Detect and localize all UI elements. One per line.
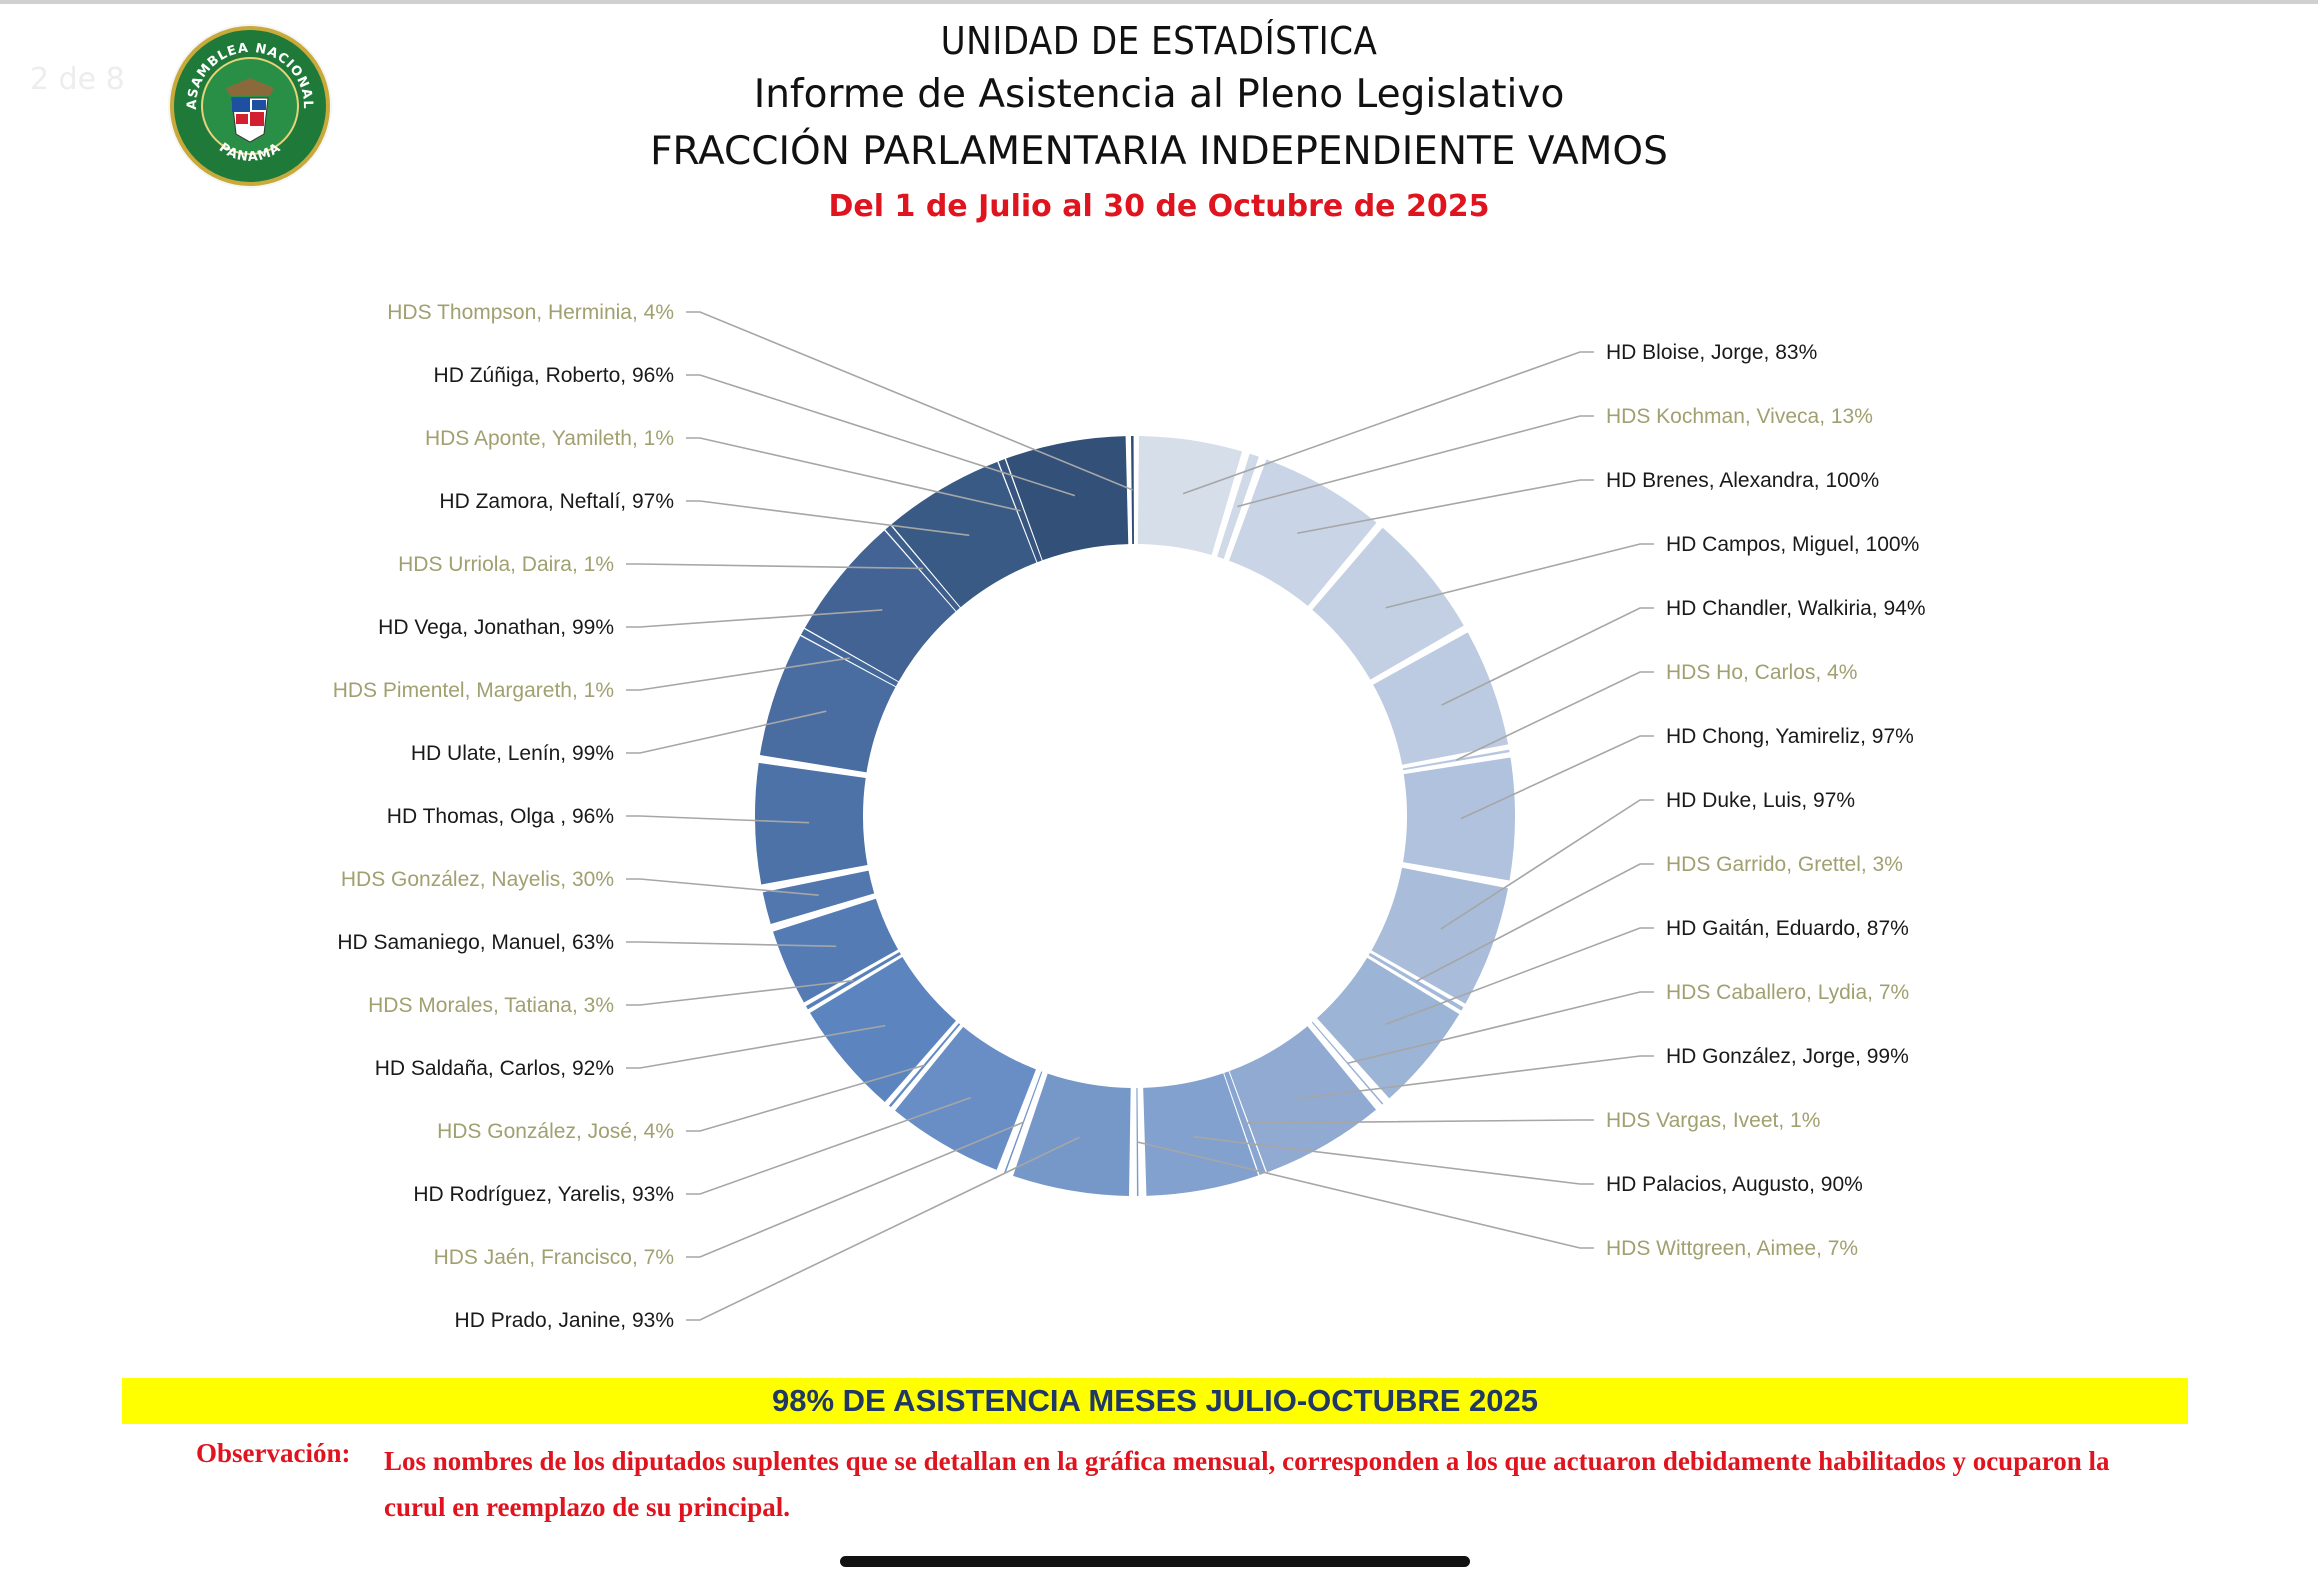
leader-line-29 (686, 437, 1021, 512)
report-header: UNIDAD DE ESTADÍSTICA Informe de Asisten… (500, 14, 1818, 232)
leader-line-0 (1182, 351, 1594, 495)
page-indicator: 2 de 8 (30, 62, 125, 97)
slice-label-30: HD Zúñiga, Roberto, 96% (434, 364, 674, 387)
slice-label-22: HDS González, Nayelis, 30% (341, 868, 614, 891)
observation-label: Observación: (196, 1438, 351, 1468)
leader-line-3 (1385, 543, 1654, 609)
date-range: Del 1 de Julio al 30 de Octubre de 2025 (828, 189, 1490, 224)
observation-text: Los nombres de los diputados suplentes q… (384, 1446, 2110, 1522)
leader-line-1 (1237, 415, 1594, 508)
slice-label-18: HDS González, José, 4% (437, 1120, 674, 1143)
slice-label-15: HD Prado, Janine, 93% (455, 1309, 674, 1332)
slice-26 (804, 530, 956, 682)
leader-line-7 (1440, 799, 1654, 930)
slice-22 (762, 870, 875, 925)
leader-line-27 (626, 563, 923, 570)
slice-label-14: HDS Wittgreen, Aimee, 7% (1606, 1237, 1858, 1260)
slice-labels: HD Bloise, Jorge, 83% HDS Kochman, Viveca… (333, 301, 1926, 1332)
home-indicator[interactable] (840, 1556, 1470, 1567)
leader-line-10 (1347, 991, 1654, 1064)
slice-label-6: HD Chong, Yamireliz, 97% (1666, 725, 1914, 748)
leader-line-13 (1193, 1135, 1594, 1185)
slice-9 (1316, 957, 1460, 1099)
slice-6 (1403, 757, 1515, 881)
slice-17 (895, 1026, 1036, 1170)
leader-line-20 (626, 979, 854, 1006)
leader-line-15 (686, 1136, 1080, 1321)
slice-label-26: HD Vega, Jonathan, 99% (378, 616, 614, 639)
slice-label-11: HD González, Jorge, 99% (1666, 1045, 1909, 1068)
slice-label-9: HD Gaitán, Eduardo, 87% (1666, 917, 1909, 940)
slice-label-2: HD Brenes, Alexandra, 100% (1606, 469, 1879, 492)
slice-label-28: HD Zamora, Neftalí, 97% (439, 490, 674, 513)
leader-line-8 (1415, 863, 1654, 983)
slice-13 (1143, 1073, 1259, 1196)
fraction-title: FRACCIÓN PARLAMENTARIA INDEPENDIENTE VAM… (650, 129, 1668, 174)
slice-label-29: HDS Aponte, Yamileth, 1% (425, 427, 674, 450)
report-title: Informe de Asistencia al Pleno Legislati… (753, 72, 1565, 117)
leader-line-14 (1137, 1141, 1594, 1249)
slice-label-27: HDS Urriola, Daira, 1% (398, 553, 614, 576)
slice-label-12: HDS Vargas, Iveet, 1% (1606, 1109, 1820, 1132)
slice-label-13: HD Palacios, Augusto, 90% (1606, 1173, 1863, 1196)
leader-line-30 (686, 374, 1076, 497)
unit-title: UNIDAD DE ESTADÍSTICA (940, 19, 1378, 63)
slice-0 (1137, 436, 1243, 556)
leader-line-12 (1244, 1119, 1594, 1124)
slice-label-1: HDS Kochman, Viveca, 13% (1606, 405, 1873, 428)
slice-label-7: HD Duke, Luis, 97% (1666, 789, 1855, 812)
slice-7 (1371, 867, 1509, 1004)
leader-line-11 (1297, 1055, 1654, 1100)
leader-line-19 (626, 1024, 886, 1069)
slice-30 (1006, 436, 1129, 561)
leader-line-25 (626, 657, 850, 691)
leader-lines (626, 311, 1654, 1321)
slice-21 (773, 898, 899, 1003)
attendance-doughnut-chart: HD Bloise, Jorge, 83% HDS Kochman, Viveca… (333, 301, 1926, 1332)
slice-label-16: HDS Jaén, Francisco, 7% (434, 1246, 674, 1269)
slice-19 (810, 956, 956, 1103)
slice-label-25: HDS Pimentel, Margareth, 1% (333, 679, 614, 702)
national-assembly-seal-icon: ASAMBLEA NACIONAL PANAMA (168, 24, 332, 188)
leader-line-9 (1385, 927, 1654, 1026)
slice-11 (1229, 1026, 1377, 1173)
slice-label-31: HDS Thompson, Herminia, 4% (387, 301, 674, 324)
leader-line-4 (1441, 607, 1654, 706)
leader-line-6 (1460, 735, 1654, 820)
slice-label-8: HDS Garrido, Grettel, 3% (1666, 853, 1903, 876)
attendance-summary-banner: 98% DE ASISTENCIA MESES JULIO-OCTUBRE 20… (122, 1378, 2188, 1424)
slice-24 (759, 635, 896, 773)
leader-line-2 (1297, 479, 1594, 535)
leader-line-16 (686, 1121, 1024, 1258)
slice-label-23: HD Thomas, Olga , 96% (387, 805, 614, 828)
slice-15 (1013, 1073, 1131, 1196)
slice-label-10: HDS Caballero, Lydia, 7% (1666, 981, 1909, 1004)
leader-line-31 (686, 311, 1133, 491)
slice-23 (755, 762, 868, 885)
leader-line-17 (686, 1096, 972, 1195)
slice-label-19: HD Saldaña, Carlos, 92% (375, 1057, 614, 1080)
leader-line-22 (626, 878, 819, 896)
leader-line-26 (626, 609, 883, 628)
top-divider (0, 0, 2318, 4)
leader-line-23 (626, 815, 810, 824)
leader-line-21 (626, 941, 837, 948)
slice-3 (1312, 527, 1464, 680)
slice-4 (1373, 632, 1509, 765)
slice-label-20: HDS Morales, Tatiana, 3% (368, 994, 614, 1017)
leader-line-5 (1455, 671, 1654, 761)
leader-line-24 (626, 710, 827, 754)
slice-label-24: HD Ulate, Lenín, 99% (411, 742, 614, 765)
leader-line-28 (686, 500, 970, 537)
leader-line-18 (686, 1064, 925, 1132)
slice-label-4: HD Chandler, Walkiria, 94% (1666, 597, 1926, 620)
slice-label-21: HD Samaniego, Manuel, 63% (337, 931, 614, 954)
slice-label-17: HD Rodríguez, Yarelis, 93% (413, 1183, 674, 1206)
slice-label-0: HD Bloise, Jorge, 83% (1606, 341, 1817, 364)
slice-label-3: HD Campos, Miguel, 100% (1666, 533, 1919, 556)
slice-label-5: HDS Ho, Carlos, 4% (1666, 661, 1857, 684)
